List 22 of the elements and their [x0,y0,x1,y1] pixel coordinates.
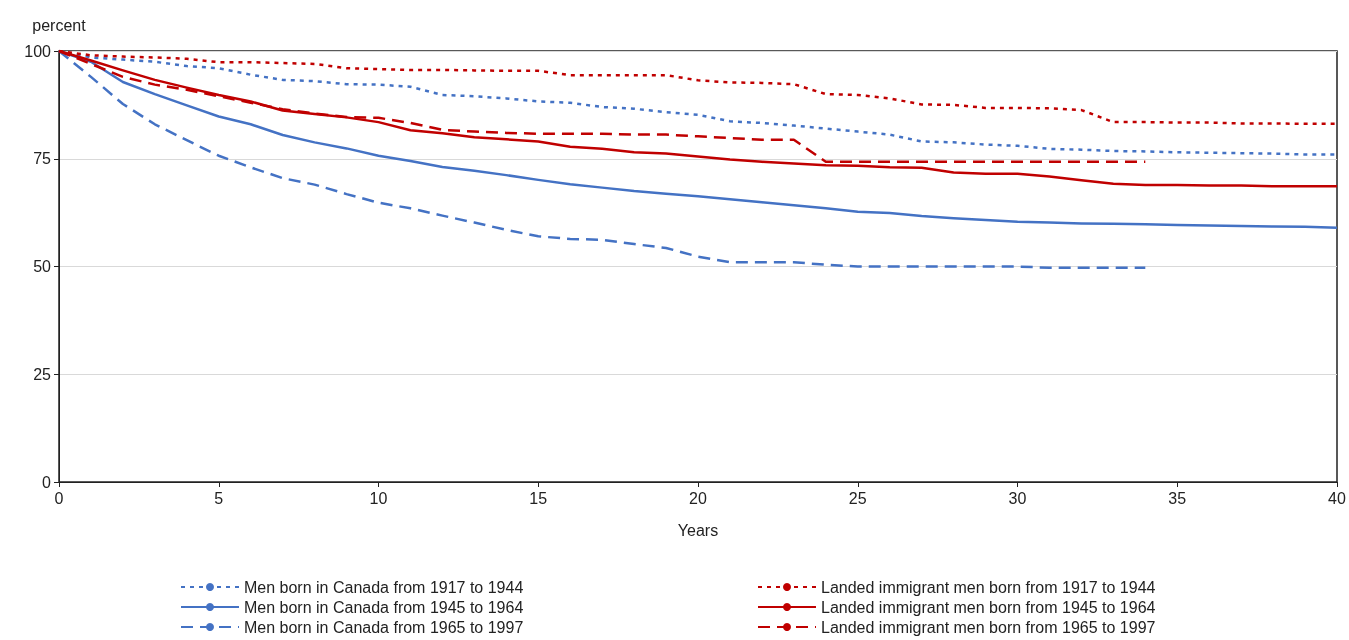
legend-label: Landed immigrant men born from 1917 to 1944 [821,578,1156,596]
x-tick-label: 15 [529,489,548,507]
x-axis-title: Years [677,521,719,539]
x-tick-label: 20 [689,489,707,507]
legend-label: Landed immigrant men born from 1945 to 1964 [821,598,1156,616]
x-tick-label: 30 [1008,489,1027,507]
y-tick-label: 0 [42,473,52,491]
y-tick-label: 25 [33,365,52,383]
y-tick-label: 75 [33,150,52,168]
legend-label: Men born in Canada from 1965 to 1997 [244,618,524,636]
y-tick-label: 100 [24,42,52,60]
y-tick-label: 50 [33,258,52,275]
x-tick-label: 25 [848,489,867,507]
y-axis-title: percent [32,16,87,34]
x-tick-label: 35 [1168,489,1187,507]
legend-label: Men born in Canada from 1917 to 1944 [244,578,524,596]
legend-label: Men born in Canada from 1945 to 1964 [244,598,524,616]
legend-label: Landed immigrant men born from 1965 to 1997 [821,618,1156,636]
x-tick-label: 10 [369,489,388,507]
x-tick-label: 0 [54,489,64,507]
x-tick-label: 5 [214,489,224,507]
x-tick-label: 40 [1328,489,1346,507]
